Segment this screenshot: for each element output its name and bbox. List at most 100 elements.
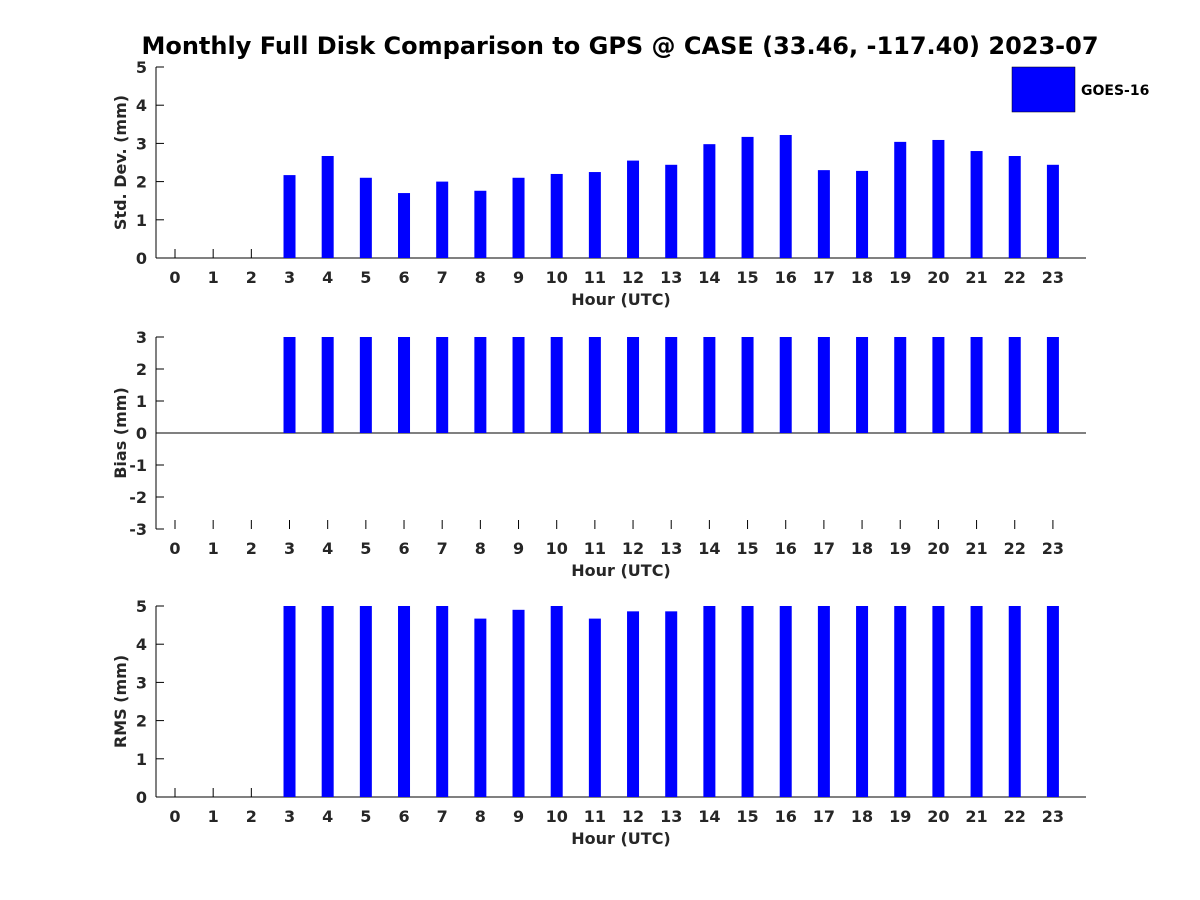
bar: [398, 193, 411, 258]
x-tick-label: 18: [851, 268, 873, 287]
x-tick-label: 4: [322, 807, 333, 826]
x-tick-label: 16: [775, 268, 797, 287]
bar: [741, 136, 754, 258]
y-tick-label: 4: [136, 635, 147, 654]
x-tick-label: 3: [284, 807, 295, 826]
x-tick-label: 10: [546, 268, 568, 287]
x-axis-label: Hour (UTC): [571, 829, 671, 848]
x-tick-label: 22: [1004, 807, 1026, 826]
x-tick-label: 6: [398, 539, 409, 558]
x-tick-label: 14: [698, 539, 720, 558]
bar: [741, 606, 754, 797]
bar: [1008, 156, 1021, 258]
x-tick-label: 0: [169, 807, 180, 826]
y-tick-label: 3: [136, 328, 147, 347]
y-axis-label: Std. Dev. (mm): [111, 95, 130, 230]
x-tick-label: 15: [736, 539, 758, 558]
bar: [359, 177, 372, 258]
x-tick-label: 7: [437, 539, 448, 558]
bar: [894, 606, 907, 797]
y-tick-label: 1: [136, 211, 147, 230]
x-tick-label: 17: [813, 268, 835, 287]
bar: [359, 606, 372, 797]
x-tick-label: 21: [965, 807, 987, 826]
x-tick-label: 19: [889, 807, 911, 826]
x-tick-label: 10: [546, 539, 568, 558]
x-tick-label: 4: [322, 268, 333, 287]
y-tick-label: 0: [136, 249, 147, 268]
y-tick-label: 4: [136, 96, 147, 115]
bar: [550, 173, 563, 258]
bar: [588, 618, 601, 797]
bar: [741, 337, 754, 433]
bar: [474, 618, 487, 797]
bar: [512, 177, 525, 258]
bar: [970, 337, 983, 433]
x-tick-label: 17: [813, 807, 835, 826]
x-tick-label: 10: [546, 807, 568, 826]
chart-title: Monthly Full Disk Comparison to GPS @ CA…: [141, 32, 1098, 60]
bar: [665, 337, 678, 433]
x-tick-label: 21: [965, 539, 987, 558]
x-tick-label: 20: [927, 268, 949, 287]
x-tick-label: 1: [208, 539, 219, 558]
bar: [474, 337, 487, 433]
x-axis-label: Hour (UTC): [571, 561, 671, 580]
bar: [436, 606, 449, 797]
bar: [970, 606, 983, 797]
x-tick-label: 13: [660, 268, 682, 287]
bar: [359, 337, 372, 433]
bar: [321, 156, 334, 258]
y-tick-label: 0: [136, 424, 147, 443]
x-tick-label: 12: [622, 539, 644, 558]
y-tick-label: 1: [136, 392, 147, 411]
y-tick-label: 3: [136, 134, 147, 153]
x-tick-label: 12: [622, 807, 644, 826]
bar: [1046, 606, 1059, 797]
x-tick-label: 22: [1004, 268, 1026, 287]
bar: [665, 164, 678, 258]
x-tick-label: 6: [398, 807, 409, 826]
x-tick-label: 15: [736, 807, 758, 826]
y-tick-label: 0: [136, 788, 147, 807]
x-tick-label: 5: [360, 807, 371, 826]
x-tick-label: 22: [1004, 539, 1026, 558]
x-tick-label: 0: [169, 539, 180, 558]
x-tick-label: 9: [513, 268, 524, 287]
x-tick-label: 3: [284, 268, 295, 287]
x-tick-label: 13: [660, 807, 682, 826]
bar: [1008, 606, 1021, 797]
y-tick-label: 2: [136, 360, 147, 379]
x-tick-label: 2: [246, 807, 257, 826]
bar: [779, 606, 792, 797]
x-tick-label: 11: [584, 268, 606, 287]
bar: [283, 337, 296, 433]
y-tick-label: -2: [129, 488, 147, 507]
bar: [474, 190, 487, 258]
bar: [817, 170, 830, 258]
y-tick-label: -1: [129, 456, 147, 475]
bar: [321, 337, 334, 433]
x-tick-label: 6: [398, 268, 409, 287]
bar: [932, 337, 945, 433]
bar: [588, 337, 601, 433]
bar: [588, 172, 601, 258]
x-tick-label: 11: [584, 539, 606, 558]
bar: [1008, 337, 1021, 433]
bar: [512, 609, 525, 797]
y-tick-label: 2: [136, 173, 147, 192]
bar: [627, 160, 640, 258]
y-axis-label: RMS (mm): [111, 655, 130, 748]
bar: [703, 337, 716, 433]
bar: [856, 606, 869, 797]
x-tick-label: 3: [284, 539, 295, 558]
x-axis-label: Hour (UTC): [571, 290, 671, 309]
x-tick-label: 16: [775, 539, 797, 558]
x-tick-label: 18: [851, 807, 873, 826]
bar: [817, 606, 830, 797]
x-tick-label: 9: [513, 807, 524, 826]
x-tick-label: 12: [622, 268, 644, 287]
legend-label-goes-16: GOES-16: [1081, 83, 1149, 99]
bar: [932, 606, 945, 797]
x-tick-label: 16: [775, 807, 797, 826]
